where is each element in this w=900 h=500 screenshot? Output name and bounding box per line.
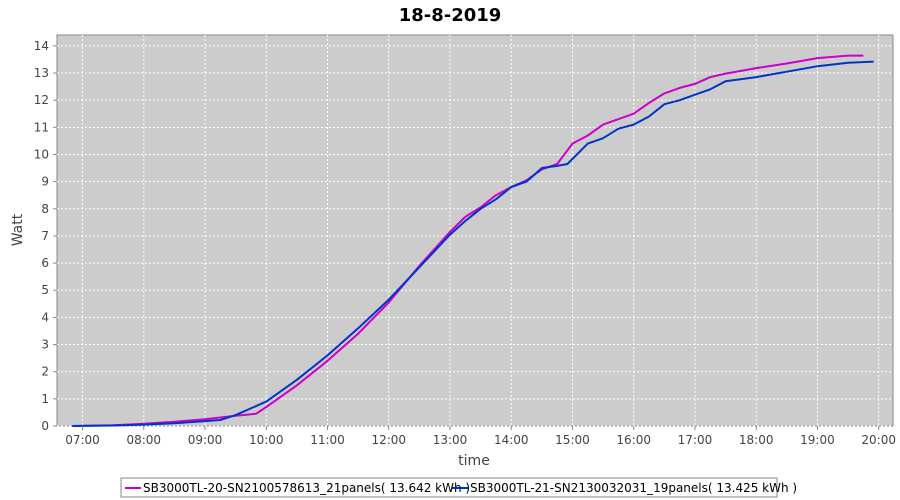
x-tick-label: 20:00: [861, 433, 896, 447]
x-tick-label: 11:00: [310, 433, 345, 447]
y-tick-label: 14: [34, 39, 49, 53]
legend: SB3000TL-20-SN2100578613_21panels( 13.64…: [120, 477, 797, 498]
y-tick-label: 13: [34, 66, 49, 80]
x-tick-label: 13:00: [433, 433, 468, 447]
y-tick-label: 5: [41, 283, 49, 297]
series-line-2: [72, 60, 874, 427]
series-lines: [72, 54, 874, 427]
y-tick-label: 8: [41, 202, 49, 216]
x-tick-label: 16:00: [616, 433, 651, 447]
y-tick-label: 1: [41, 392, 49, 406]
y-tick-label: 10: [34, 147, 49, 161]
x-tick-label: 07:00: [65, 433, 100, 447]
y-tick-label: 11: [34, 120, 49, 134]
x-tick-label: 10:00: [249, 433, 284, 447]
y-tick-label: 4: [41, 310, 49, 324]
y-tick-label: 7: [41, 229, 49, 243]
legend-box: [120, 477, 778, 498]
legend-label-series-1: SB3000TL-20-SN2100578613_21panels( 13.64…: [143, 481, 470, 495]
x-tick-label: 17:00: [678, 433, 713, 447]
y-tick-label: 2: [41, 365, 49, 379]
y-tick-label: 9: [41, 175, 49, 189]
x-tick-label: 08:00: [126, 433, 161, 447]
x-tick-label: 15:00: [555, 433, 590, 447]
legend-label-series-2: SB3000TL-21-SN2130032031_19panels( 13.42…: [470, 481, 797, 495]
y-tick-label: 3: [41, 338, 49, 352]
x-tick-label: 09:00: [188, 433, 223, 447]
x-tick-label: 18:00: [739, 433, 774, 447]
grid-lines: [57, 35, 893, 427]
x-axis-title: time: [458, 453, 490, 469]
x-tick-label: 12:00: [371, 433, 406, 447]
y-axis-title: Watt: [10, 213, 26, 246]
y-tick-label: 0: [41, 419, 49, 433]
x-axis: 07:00 08:00 09:00 10:00 11:00 12:00 13:00 14:00…: [65, 426, 896, 447]
plot-area: [56, 34, 894, 427]
chart-title: 18-8-2019: [399, 5, 502, 26]
y-tick-label: 12: [34, 93, 49, 107]
y-tick-label: 6: [41, 256, 49, 270]
x-tick-label: 19:00: [800, 433, 835, 447]
x-tick-label: 14:00: [494, 433, 529, 447]
